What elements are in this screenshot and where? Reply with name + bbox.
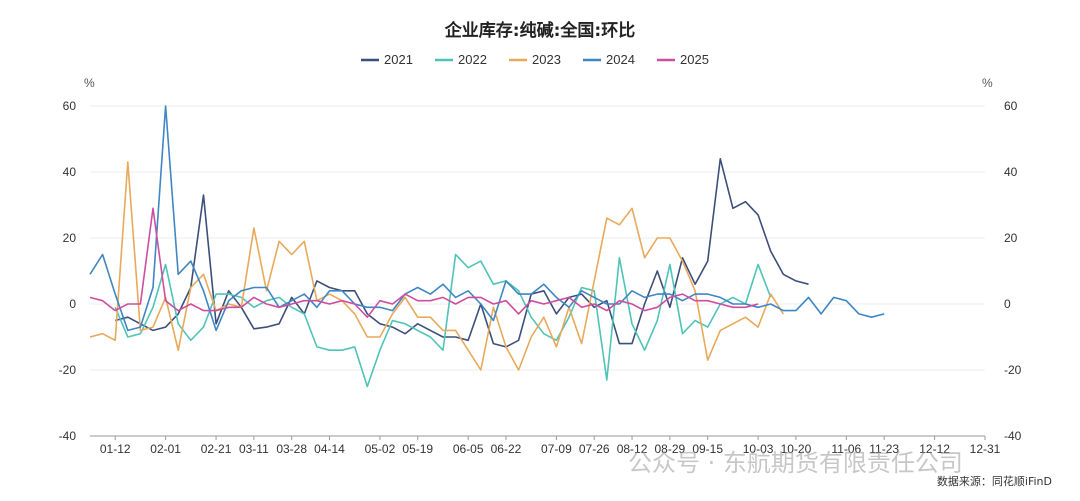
y-tick-left: 20 — [63, 231, 77, 245]
series-2025-line — [89, 207, 759, 318]
x-tick-label: 07-26 — [579, 442, 610, 456]
x-tick-label: 04-14 — [314, 442, 345, 456]
source-note: 数据来源：同花顺iFinD — [937, 474, 1052, 488]
y-axis-unit-right: % — [982, 76, 993, 90]
x-axis: 01-12 02-01 02-21 03-11 03-28 04-14 05-02 05-19… — [90, 435, 1001, 456]
legend-item-2025[interactable]: 2025 — [657, 52, 709, 67]
x-tick-label: 11-23 — [869, 442, 899, 456]
y-tick-right: -20 — [1004, 363, 1022, 377]
x-tick-label: 02-21 — [201, 442, 232, 456]
y-tick-left: -20 — [59, 363, 77, 377]
x-tick-label: 10-20 — [781, 442, 812, 456]
legend-item-2023[interactable]: 2023 — [509, 52, 561, 67]
x-tick-label: 10-03 — [743, 442, 774, 456]
chart-title: 企业库存:纯碱:全国:环比 — [444, 20, 635, 41]
x-tick-label: 05-19 — [402, 442, 433, 456]
x-tick-label: 01-12 — [100, 442, 131, 456]
x-tick-label: 06-22 — [491, 442, 522, 456]
x-tick-label: 11-06 — [831, 442, 861, 456]
legend-label: 2021 — [384, 52, 413, 67]
x-tick-label: 03-11 — [239, 442, 269, 456]
gridlines — [90, 105, 985, 437]
legend-item-2024[interactable]: 2024 — [583, 52, 635, 67]
y-tick-left: 40 — [63, 165, 77, 179]
x-tick-label: 09-15 — [692, 442, 723, 456]
y-tick-right: 60 — [1004, 99, 1018, 113]
y-axis-left: -40 -20 0 20 40 60 — [59, 99, 77, 443]
legend-label: 2023 — [532, 52, 561, 67]
series-lines — [89, 105, 885, 388]
legend-item-2022[interactable]: 2022 — [435, 52, 487, 67]
x-tick-label: 03-28 — [276, 442, 307, 456]
series-2021-line — [114, 158, 809, 348]
y-tick-left: -40 — [59, 429, 77, 443]
series-2022-line — [114, 253, 772, 388]
y-tick-right: 0 — [1004, 297, 1011, 311]
x-tick-label: 08-12 — [617, 442, 648, 456]
x-tick-label: 12-31 — [970, 442, 1001, 456]
y-axis-unit-left: % — [84, 76, 95, 90]
series-2024-line — [89, 105, 885, 332]
x-tick-label: 08-29 — [655, 442, 686, 456]
y-tick-left: 0 — [69, 297, 76, 311]
legend-label: 2025 — [680, 52, 709, 67]
y-tick-right: 40 — [1004, 165, 1018, 179]
legend: 2021 2022 2023 2024 2025 — [361, 52, 709, 67]
series-2023-line — [89, 161, 784, 371]
x-tick-label: 02-01 — [150, 442, 181, 456]
y-tick-left: 60 — [63, 99, 77, 113]
legend-label: 2024 — [606, 52, 635, 67]
y-tick-right: -40 — [1004, 429, 1022, 443]
x-tick-label: 12-12 — [919, 442, 950, 456]
x-tick-label: 06-05 — [453, 442, 484, 456]
y-axis-right: -40 -20 0 20 40 60 — [1004, 99, 1022, 443]
x-tick-label: 07-09 — [541, 442, 572, 456]
legend-label: 2022 — [458, 52, 487, 67]
x-tick-label: 05-02 — [365, 442, 396, 456]
legend-item-2021[interactable]: 2021 — [361, 52, 413, 67]
y-tick-right: 20 — [1004, 231, 1018, 245]
watermark-text: 公众号 · 东航期货有限责任公司 — [628, 449, 963, 477]
